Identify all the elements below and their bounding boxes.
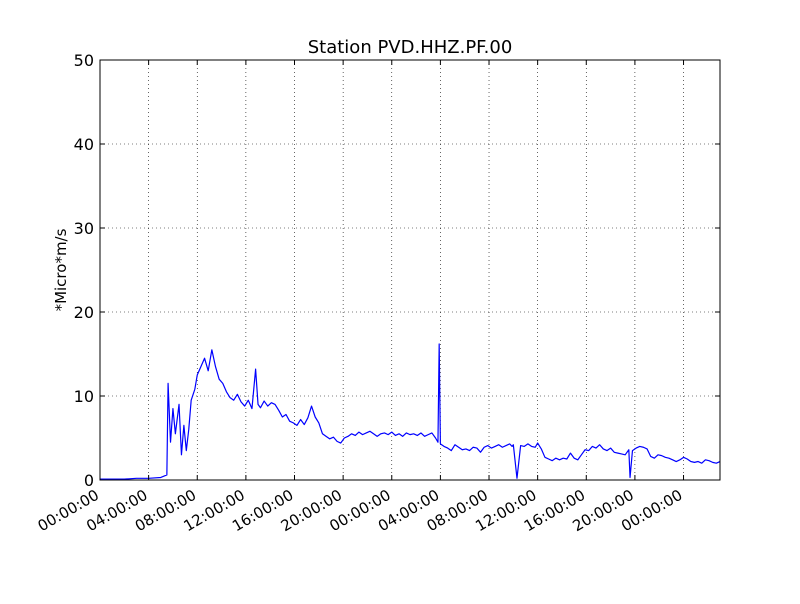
grid-lines: [100, 60, 720, 480]
y-tick-label: 0: [84, 471, 94, 490]
y-axis-label: *Micro*m/s: [52, 228, 70, 311]
y-tick-label: 20: [74, 303, 94, 322]
y-tick-label: 30: [74, 219, 94, 238]
y-tick-label: 10: [74, 387, 94, 406]
series-layer: [100, 343, 721, 480]
chart-title: Station PVD.HHZ.PF.00: [308, 37, 513, 58]
y-axis-ticks: 0 10 20 30 40 50: [74, 51, 720, 490]
series-line-0: [100, 343, 721, 480]
y-tick-label: 40: [74, 135, 94, 154]
y-tick-label: 50: [74, 51, 94, 70]
plot-frame: [99, 59, 721, 481]
